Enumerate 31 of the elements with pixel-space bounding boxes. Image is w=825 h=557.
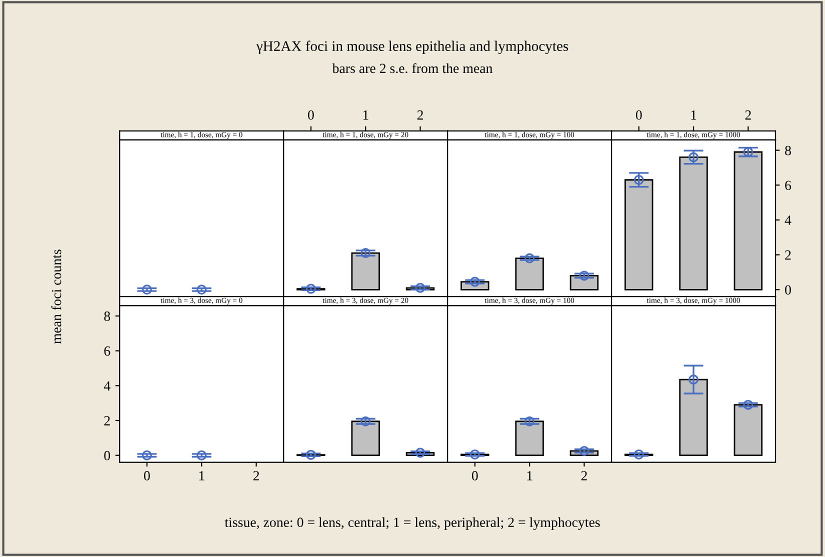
y-tick-label: 8: [785, 146, 791, 156]
y-tick-label: 6: [104, 346, 110, 356]
x-tick-label: 2: [581, 471, 587, 480]
y-tick-label: 4: [784, 216, 792, 225]
x-tick-label: 2: [417, 110, 423, 120]
x-tick-label: 1: [199, 471, 204, 480]
y-tick-label: 2: [785, 250, 791, 260]
y-tick-label: 8: [104, 312, 110, 321]
y-tick-label: 6: [785, 180, 792, 190]
x-tick-label: 2: [253, 471, 259, 480]
y-tick-label: 4: [104, 381, 110, 390]
y-axis-title: mean foci counts: [51, 250, 62, 344]
x-tick-label: 0: [144, 471, 150, 480]
x-tick-label: 0: [308, 110, 314, 120]
text: γH2AX foci in mouse lens epithelia and lymphocytes: [256, 40, 568, 54]
y-tick-label: 0: [785, 285, 791, 295]
x-tick-label: 1: [527, 471, 532, 480]
x-tick-label: 1: [691, 110, 696, 120]
x-tick-label: 0: [472, 471, 478, 480]
x-axis-title: tissue, zone: 0 = lens, central; 1 = lens, peripheral; 2 = lymphocytes: [224, 517, 600, 530]
bar: [734, 151, 763, 290]
point: [688, 152, 699, 162]
bar: [679, 156, 708, 290]
x-tick-label: 1: [363, 110, 368, 120]
x-tick-label: 2: [745, 110, 751, 120]
y-tick-label: 2: [104, 416, 110, 426]
bar: [624, 179, 654, 290]
point: [634, 174, 644, 185]
y-tick-label: 0: [104, 450, 110, 460]
text: bars are 2 s.e. from the mean: [332, 63, 492, 74]
x-tick-label: 0: [636, 110, 642, 120]
